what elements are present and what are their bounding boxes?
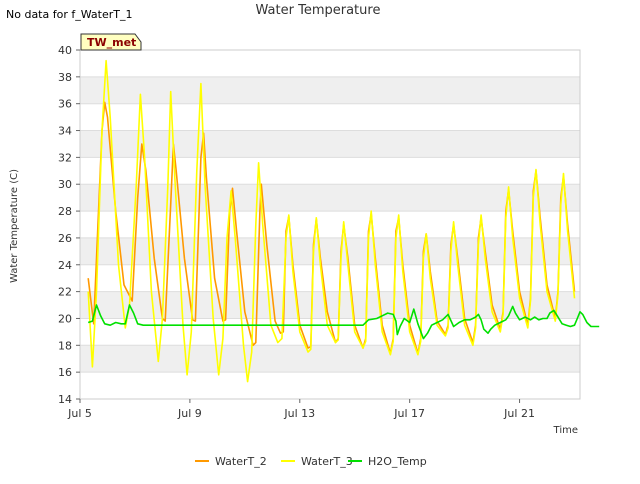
- y-tick-label: 14: [58, 393, 72, 406]
- series-line-watert-3: [87, 59, 576, 383]
- x-tick-label: Jul 21: [503, 407, 535, 420]
- series-lines: [87, 59, 600, 383]
- y-tick-label: 16: [58, 366, 72, 379]
- plot-band: [80, 130, 580, 158]
- chart-title: Water Temperature: [256, 3, 381, 18]
- y-tick-label: 38: [58, 71, 72, 84]
- no-data-note: No data for f_WaterT_1: [6, 8, 132, 21]
- series-line-h2o-temp: [87, 304, 600, 340]
- x-tick-label: Jul 13: [283, 407, 315, 420]
- y-tick-label: 34: [58, 125, 72, 138]
- y-tick-label: 40: [58, 44, 72, 57]
- x-axis-ticks: Jul 5 Jul 9 Jul 13 Jul 17 Jul 21: [67, 399, 535, 420]
- y-tick-label: 22: [58, 286, 72, 299]
- y-tick-label: 24: [58, 259, 72, 272]
- y-tick-label: 20: [58, 312, 72, 325]
- y-tick-label: 18: [58, 339, 72, 352]
- plot-area: [79, 49, 581, 400]
- x-tick-label: Jul 17: [393, 407, 425, 420]
- y-axis-ticks: 14 16 18 20 22 24 26 28 30 32 34 36 38 40: [58, 44, 80, 406]
- plot-band: [80, 184, 580, 212]
- y-axis-label: Water Temperature (C): [9, 169, 20, 283]
- legend: WaterT_2 WaterT_3 H2O_Temp: [195, 455, 427, 468]
- y-tick-label: 32: [58, 151, 72, 164]
- y-tick-label: 26: [58, 232, 72, 245]
- plot-band: [80, 237, 580, 265]
- plot-band: [80, 345, 580, 373]
- y-tick-label: 30: [58, 178, 72, 191]
- x-tick-label: Jul 5: [67, 407, 92, 420]
- tw-met-badge: TW_met: [80, 33, 142, 51]
- legend-label-h2o-temp: H2O_Temp: [368, 455, 427, 468]
- x-axis-label: Time: [553, 425, 578, 436]
- plot-band: [80, 76, 580, 104]
- plot-band: [80, 291, 580, 319]
- plot-bands: [80, 76, 580, 373]
- legend-label-watert-3: WaterT_3: [301, 455, 353, 468]
- legend-label-watert-2: WaterT_2: [215, 455, 267, 468]
- x-tick-label: Jul 9: [177, 407, 202, 420]
- badge-label: TW_met: [87, 36, 136, 49]
- y-tick-label: 28: [58, 205, 72, 218]
- y-tick-label: 36: [58, 98, 72, 111]
